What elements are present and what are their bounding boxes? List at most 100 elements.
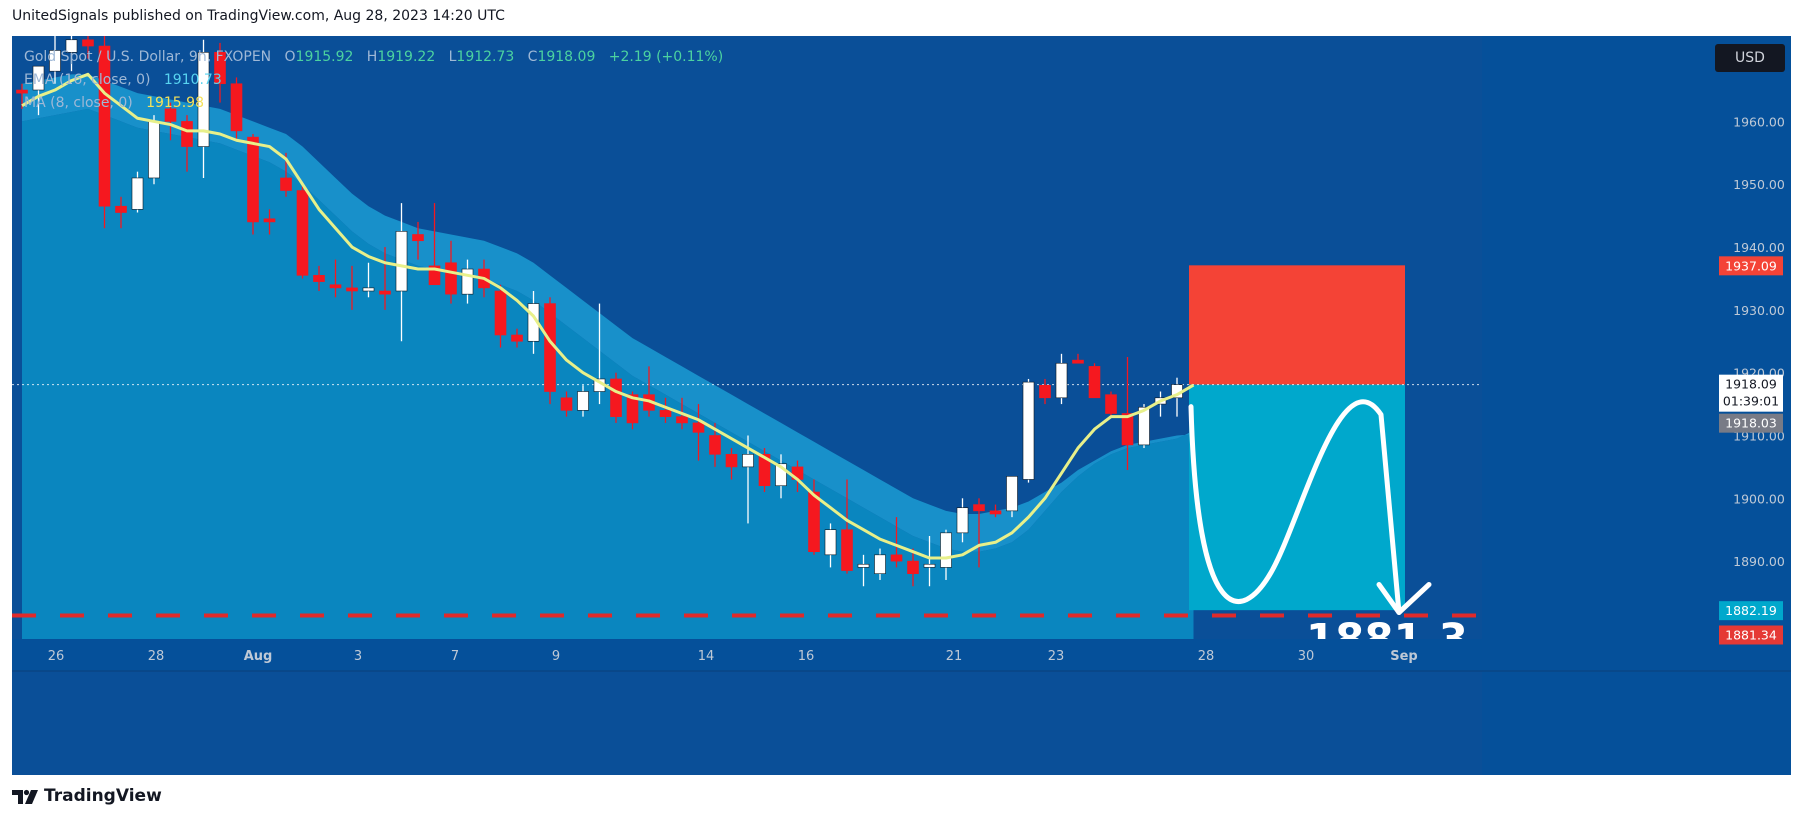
legend-ema-row: EMA (16, close, 0) 1910.73 bbox=[24, 69, 723, 92]
candle-body bbox=[676, 416, 688, 424]
candle bbox=[692, 404, 705, 461]
time-tick-label: 23 bbox=[1048, 649, 1065, 664]
ma-line bbox=[21, 72, 1195, 560]
support-price-label[interactable]: 1881.34 bbox=[1719, 625, 1783, 645]
legend-high-label: H bbox=[366, 49, 378, 65]
candle-body bbox=[428, 265, 441, 286]
candle-body bbox=[989, 510, 1002, 515]
candle bbox=[824, 523, 837, 568]
candles-layer bbox=[16, 36, 1183, 587]
stop-price-label[interactable]: 1937.09 bbox=[1719, 256, 1783, 276]
tradingview-logo-icon bbox=[12, 789, 38, 804]
candle-body bbox=[445, 262, 457, 295]
price-tick-label: 1890.00 bbox=[1733, 554, 1785, 569]
candle-body bbox=[824, 529, 837, 556]
candle bbox=[560, 391, 573, 417]
candle bbox=[511, 328, 523, 348]
candle bbox=[1088, 363, 1101, 399]
time-tick-label: 9 bbox=[552, 649, 560, 664]
candle bbox=[857, 554, 870, 587]
candle-body bbox=[659, 410, 672, 417]
candle-body bbox=[1088, 366, 1101, 399]
legend-high-value: 1919.22 bbox=[377, 49, 436, 65]
candle bbox=[164, 102, 177, 141]
candle-body bbox=[956, 507, 969, 534]
candle bbox=[989, 504, 1002, 518]
last-price-label[interactable]: 1918.09 01:39:01 bbox=[1719, 374, 1783, 412]
legend-close-value: 1918.09 bbox=[537, 49, 596, 65]
candle bbox=[725, 448, 738, 480]
time-tick-label: 16 bbox=[798, 649, 815, 664]
take-profit-zone[interactable] bbox=[1189, 384, 1405, 611]
candle bbox=[1121, 356, 1134, 471]
candle bbox=[742, 435, 754, 524]
candle bbox=[758, 448, 771, 493]
candle bbox=[115, 196, 127, 229]
candle bbox=[197, 39, 210, 178]
candle bbox=[1022, 378, 1035, 483]
target-price-label-bg bbox=[1719, 601, 1783, 621]
time-tick-label: 30 bbox=[1298, 649, 1315, 664]
projection-arrowhead bbox=[1376, 582, 1432, 616]
price-axis[interactable]: 1970.001960.001950.001940.001930.001920.… bbox=[1482, 36, 1791, 775]
time-axis[interactable]: 26 28 Aug 3 7 9 14 16 21 23 28 30 Sep bbox=[12, 639, 1791, 672]
candle-body bbox=[874, 554, 886, 574]
legend-low-value: 1912.73 bbox=[456, 49, 515, 65]
candle-body bbox=[841, 529, 853, 571]
time-tick-label: Aug bbox=[244, 649, 273, 664]
candle-body bbox=[313, 275, 325, 282]
tradingview-brand[interactable]: TradingView bbox=[12, 784, 162, 808]
time-axis-panel bbox=[12, 639, 1482, 671]
candle-body bbox=[560, 397, 573, 411]
time-tick-label: 26 bbox=[48, 649, 65, 664]
legend-ma-value: 1915.98 bbox=[146, 95, 204, 111]
candle-body bbox=[395, 231, 408, 292]
candle bbox=[1072, 353, 1084, 364]
ema-band-layer bbox=[22, 74, 1194, 640]
price-tick-label: 1960.00 bbox=[1733, 114, 1785, 129]
candle bbox=[313, 265, 325, 292]
candle bbox=[494, 284, 507, 348]
candle bbox=[263, 209, 276, 235]
legend-ema-value: 1910.73 bbox=[163, 72, 222, 88]
legend-ohlc-row: Gold Spot / U.S. Dollar, 9h, FXOPEN O191… bbox=[24, 46, 723, 69]
legend-open-value: 1915.92 bbox=[295, 49, 354, 65]
brand-name: TradingView bbox=[44, 786, 162, 806]
candle bbox=[940, 529, 952, 580]
candle-body bbox=[65, 39, 78, 53]
candle-body bbox=[907, 560, 919, 574]
candle-body bbox=[412, 234, 424, 242]
time-tick-label: 28 bbox=[148, 649, 165, 664]
stop-loss-zone[interactable] bbox=[1189, 265, 1405, 385]
candle-body bbox=[263, 218, 276, 223]
candle bbox=[296, 184, 309, 279]
candle-body bbox=[148, 121, 160, 179]
candle bbox=[230, 77, 243, 141]
candle bbox=[808, 479, 820, 555]
candle-body bbox=[610, 378, 622, 417]
target-price-label-text: 1882.19 bbox=[1725, 603, 1777, 618]
candle-body bbox=[230, 83, 243, 132]
candle-body bbox=[131, 177, 144, 210]
currency-button[interactable]: USD bbox=[1715, 44, 1785, 72]
chart-canvas[interactable]: 1881.3 1970.001960.001950.001940.001930.… bbox=[12, 36, 1791, 775]
candle bbox=[181, 115, 193, 172]
ma-price-label[interactable]: 1918.03 bbox=[1719, 413, 1783, 433]
candle-body bbox=[1105, 394, 1117, 414]
candle-body bbox=[164, 108, 177, 122]
candle-body bbox=[82, 39, 94, 47]
candle bbox=[874, 548, 886, 580]
position-zones-layer[interactable] bbox=[12, 265, 1482, 611]
candle bbox=[973, 498, 985, 568]
candle-body bbox=[1121, 413, 1134, 446]
ma-price-label-text: 1918.03 bbox=[1725, 416, 1777, 431]
target-price-label[interactable]: 1882.19 bbox=[1719, 601, 1783, 621]
candle-body bbox=[181, 121, 193, 147]
candle-body bbox=[577, 391, 589, 411]
chart-frame[interactable]: 1881.3 1970.001960.001950.001940.001930.… bbox=[12, 36, 1791, 775]
ma-line-layer bbox=[21, 72, 1195, 560]
candle bbox=[98, 36, 111, 229]
candle-body bbox=[1072, 359, 1084, 364]
time-tick-label: 21 bbox=[946, 649, 963, 664]
candle bbox=[923, 535, 936, 587]
